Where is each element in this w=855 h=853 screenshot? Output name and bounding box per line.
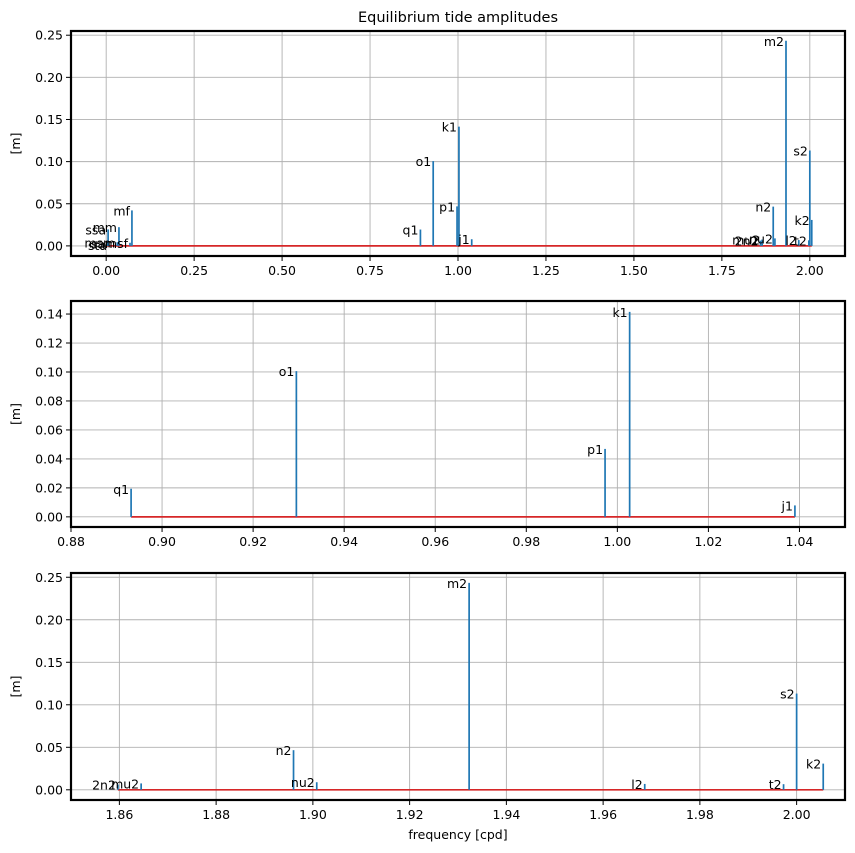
x-tick-label: 0.96	[421, 534, 449, 549]
stem-label-2n2: 2n2	[735, 234, 759, 249]
x-tick-label: 2.00	[783, 807, 811, 822]
stem-label-msm: msm	[84, 235, 115, 250]
x-tick-label: 1.00	[603, 534, 631, 549]
y-tick-label: 0.15	[35, 112, 63, 127]
stem-label-q1: q1	[403, 223, 419, 238]
y-tick-label: 0.25	[35, 570, 63, 585]
x-tick-label: 1.25	[532, 263, 560, 278]
x-tick-label: 0.98	[512, 534, 540, 549]
stem-label-p1: p1	[439, 199, 455, 214]
stem-label-2n2: 2n2	[92, 778, 116, 793]
stem-label-nu2: nu2	[291, 775, 315, 790]
x-tick-label: 1.02	[694, 534, 722, 549]
stem-label-l2: l2	[631, 777, 642, 792]
y-axis-label: [m]	[8, 133, 23, 155]
grid	[71, 31, 845, 256]
axes-frame	[69, 571, 847, 802]
y-tick-label: 0.10	[35, 154, 63, 169]
stem-label-k1: k1	[442, 120, 457, 135]
y-tick-label: 0.10	[35, 697, 63, 712]
panel-semidiurnal: 1.86 1.88 1.90 1.92 1.94 1.96 1.98 2.00 0.00 0.05…	[8, 570, 847, 842]
axes-frame	[69, 29, 847, 258]
x-tick-label: 1.86	[105, 807, 133, 822]
y-tick-label: 0.05	[35, 196, 63, 211]
stem-label-s2: s2	[780, 687, 794, 702]
y-tick-label: 0.10	[35, 364, 63, 379]
y-tick-label: 0.14	[35, 307, 63, 322]
stem-label-m2: m2	[447, 576, 467, 591]
stem-label-t2: t2	[794, 233, 807, 248]
y-tick-label: 0.04	[35, 451, 63, 466]
stem-label-p1: p1	[587, 442, 603, 457]
y-tick-label: 0.15	[35, 655, 63, 670]
stem-label-nu2: nu2	[749, 231, 773, 246]
x-tick-label: 1.75	[708, 263, 736, 278]
x-tick-label: 0.94	[330, 534, 358, 549]
x-tick-label: 0.92	[239, 534, 267, 549]
stem-label-mu2: mu2	[111, 776, 139, 791]
stem-label-l2: l2	[785, 233, 796, 248]
x-tick-label: 0.75	[356, 263, 384, 278]
stem-label-j1: j1	[780, 498, 792, 513]
x-tick-label: 0.25	[180, 263, 208, 278]
x-tick-label: 0.90	[148, 534, 176, 549]
x-tick-label: 1.50	[620, 263, 648, 278]
y-tick-label: 0.20	[35, 612, 63, 627]
axes-frame	[69, 299, 847, 529]
stem-label-q1: q1	[113, 482, 129, 497]
y-axis-label: [m]	[8, 403, 23, 425]
y-tick-label: 0.00	[35, 782, 63, 797]
stem-label-sta: sta	[88, 238, 107, 253]
y-tick-label: 0.00	[35, 238, 63, 253]
stem-label-o1: o1	[416, 154, 432, 169]
x-tick-label: 0.00	[92, 263, 120, 278]
y-tick-label: 0.25	[35, 28, 63, 43]
stem-label-k2: k2	[795, 213, 810, 228]
x-tick-label: 1.04	[786, 534, 814, 549]
stem-label-n2: n2	[276, 743, 292, 758]
y-tick-label: 0.00	[35, 509, 63, 524]
x-tick-label: 1.88	[202, 807, 230, 822]
x-tick-label: 0.88	[57, 534, 85, 549]
x-tick-label: 1.00	[444, 263, 472, 278]
x-tick-label: 1.96	[589, 807, 617, 822]
stem-label-mm: mm	[93, 220, 117, 235]
stem-label-k2: k2	[806, 757, 821, 772]
y-tick-label: 0.12	[35, 336, 63, 351]
chart-title: Equilibrium tide amplitudes	[358, 10, 558, 26]
panel-all-constituents: 0.00 0.25 0.50 0.75 1.00 1.25 1.50 1.75 2.00 0.00…	[8, 10, 847, 278]
stem-label-k1: k1	[612, 305, 627, 320]
grid	[71, 573, 845, 800]
y-tick-label: 0.20	[35, 70, 63, 85]
y-tick-label: 0.05	[35, 740, 63, 755]
stem-label-s2: s2	[793, 143, 807, 158]
stem-label-t2: t2	[769, 777, 782, 792]
stem-label-mu2: mu2	[732, 233, 760, 248]
x-tick-label: 0.50	[268, 263, 296, 278]
y-tick-label: 0.06	[35, 422, 63, 437]
stem-label-ssa: ssa	[85, 222, 106, 237]
stem-label-o1: o1	[279, 364, 295, 379]
x-tick-label: 1.92	[396, 807, 424, 822]
y-axis-label: [m]	[8, 676, 23, 698]
stem-label-mf: mf	[113, 203, 130, 218]
x-tick-label: 1.98	[686, 807, 714, 822]
stem-label-m2: m2	[764, 34, 784, 49]
x-tick-label: 1.94	[492, 807, 520, 822]
y-tick-label: 0.02	[35, 480, 63, 495]
x-tick-label: 1.90	[299, 807, 327, 822]
x-axis-label: frequency [cpd]	[408, 827, 507, 842]
grid	[70, 301, 845, 527]
y-tick-label: 0.08	[35, 393, 63, 408]
stem-label-msf: msf	[105, 236, 129, 251]
stem-label-sa: sa	[91, 236, 105, 251]
x-tick-label: 2.00	[796, 263, 824, 278]
stem-label-n2: n2	[755, 200, 771, 215]
stem-label-j1: j1	[457, 232, 469, 247]
panel-diurnal: 0.88 0.90 0.92 0.94 0.96 0.98 1.00 1.02 1.04 0.00…	[8, 299, 847, 549]
